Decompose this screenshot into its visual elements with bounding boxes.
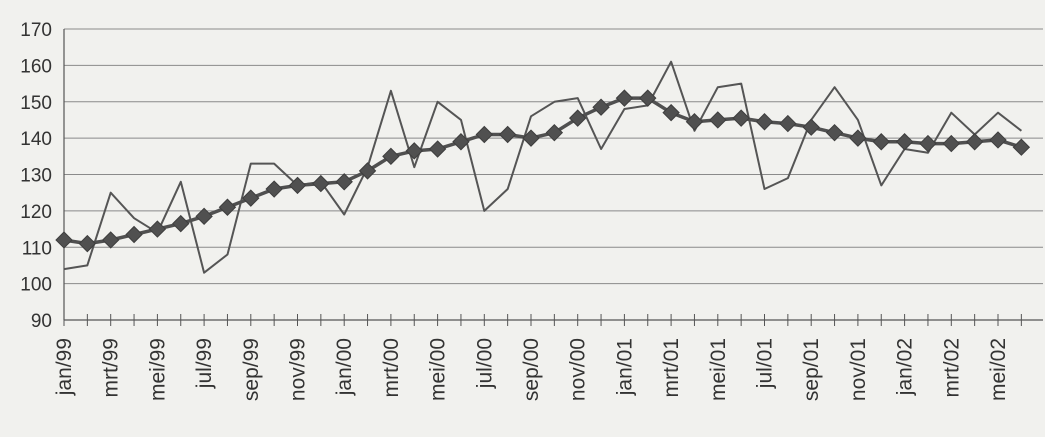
x-tick-label-mrt-01: mrt/01 — [660, 338, 683, 398]
series-2-point-1 — [78, 234, 97, 253]
series-2-point-13 — [358, 162, 377, 180]
x-tick-label-mrt-02: mrt/02 — [940, 338, 963, 398]
x-tick-label-sep-00: sep/00 — [520, 338, 543, 401]
series-2-point-15 — [405, 142, 423, 160]
x-tick-label-mei-01: mei/01 — [707, 338, 730, 401]
x-tick-label-jul-00: jul/00 — [473, 338, 496, 389]
series-2-point-40 — [989, 131, 1007, 149]
y-tick-label-140: 140 — [20, 129, 52, 150]
x-tick-label-mei-00: mei/00 — [427, 338, 450, 401]
series-2-point-34 — [849, 129, 867, 147]
x-tick-label-mrt-99: mrt/99 — [100, 338, 123, 398]
x-tick-label-sep-99: sep/99 — [240, 338, 263, 401]
series-2-point-39 — [965, 133, 984, 151]
x-tick-label-mei-99: mei/99 — [146, 338, 169, 401]
x-tick-label-jan-01: jan/01 — [613, 338, 636, 396]
series-2-line — [63, 96, 1022, 246]
x-tick-label-jul-01: jul/01 — [754, 338, 777, 389]
series-2-point-0 — [55, 231, 73, 249]
series-2-point-9 — [265, 180, 283, 198]
series-2-point-37 — [919, 134, 937, 153]
series-2-point-3 — [125, 225, 143, 244]
y-tick-label-120: 120 — [20, 202, 52, 223]
y-tick-label-150: 150 — [20, 93, 52, 114]
series-2-point-32 — [802, 118, 820, 136]
x-tick-label-nov-99: nov/99 — [287, 338, 310, 401]
series-2-point-28 — [709, 111, 727, 129]
series-2-point-29 — [732, 109, 750, 127]
series-2-point-14 — [382, 147, 400, 166]
y-tick-label-130: 130 — [20, 166, 52, 187]
series-2-point-19 — [498, 125, 517, 144]
series-2-point-30 — [755, 113, 774, 131]
series-2-point-12 — [335, 173, 353, 191]
series-2-point-20 — [522, 129, 540, 147]
x-tick-labels: jan/99 mrt/99 mei/99 jul/99 sep/99 nov/99 jan/… — [53, 338, 1010, 401]
series-2-point-31 — [779, 114, 797, 133]
series-2-point-16 — [428, 140, 447, 158]
x-tick-label-jan-02: jan/02 — [894, 338, 917, 396]
series-2-point-6 — [195, 207, 213, 226]
x-tick-label-jan-00: jan/00 — [333, 338, 356, 396]
y-tick-label-170: 170 — [20, 20, 52, 41]
series-2-point-36 — [895, 133, 914, 151]
series — [55, 60, 1031, 274]
series-2-point-17 — [452, 133, 470, 151]
series-2-point-4 — [148, 220, 167, 238]
series-2-point-35 — [872, 133, 890, 151]
series-2-point-5 — [172, 214, 190, 233]
x-tick-label-jan-99: jan/99 — [53, 338, 76, 396]
x-tick-label-mrt-00: mrt/00 — [380, 338, 403, 398]
series-2-point-25 — [639, 89, 657, 107]
series-2-point-23 — [592, 98, 610, 116]
series-2-point-26 — [662, 103, 680, 122]
x-tick-label-jul-99: jul/99 — [193, 338, 216, 389]
y-tick-label-110: 110 — [22, 238, 52, 259]
series-2-point-24 — [615, 89, 634, 107]
series-2-point-21 — [545, 123, 564, 142]
series-2-point-2 — [101, 231, 120, 249]
x-tick-label-nov-00: nov/00 — [567, 338, 590, 401]
y-tick-label-100: 100 — [20, 275, 52, 296]
series-1-line — [63, 60, 1023, 274]
x-tick-label-nov-01: nov/01 — [847, 338, 870, 401]
x-tick-label-mei-02: mei/02 — [987, 338, 1010, 401]
y-tick-labels: 90 100 110 120 130 140 150 160 170 — [20, 20, 52, 332]
series-2-point-8 — [242, 189, 260, 207]
x-tick-label-sep-01: sep/01 — [800, 338, 823, 401]
series-2-point-33 — [825, 123, 844, 142]
series-2-point-11 — [312, 174, 330, 193]
y-tick-label-160: 160 — [20, 56, 52, 77]
series-2-point-10 — [288, 176, 307, 195]
y-tick-label-90: 90 — [31, 311, 52, 332]
series-2-point-27 — [685, 113, 704, 131]
gridlines — [64, 28, 1043, 285]
series-2-point-41 — [1012, 138, 1031, 156]
series-2-point-22 — [568, 109, 587, 127]
axes — [63, 29, 1043, 326]
series-2-point-18 — [475, 125, 494, 144]
series-2-point-7 — [218, 198, 237, 216]
series-2-point-38 — [942, 134, 961, 153]
